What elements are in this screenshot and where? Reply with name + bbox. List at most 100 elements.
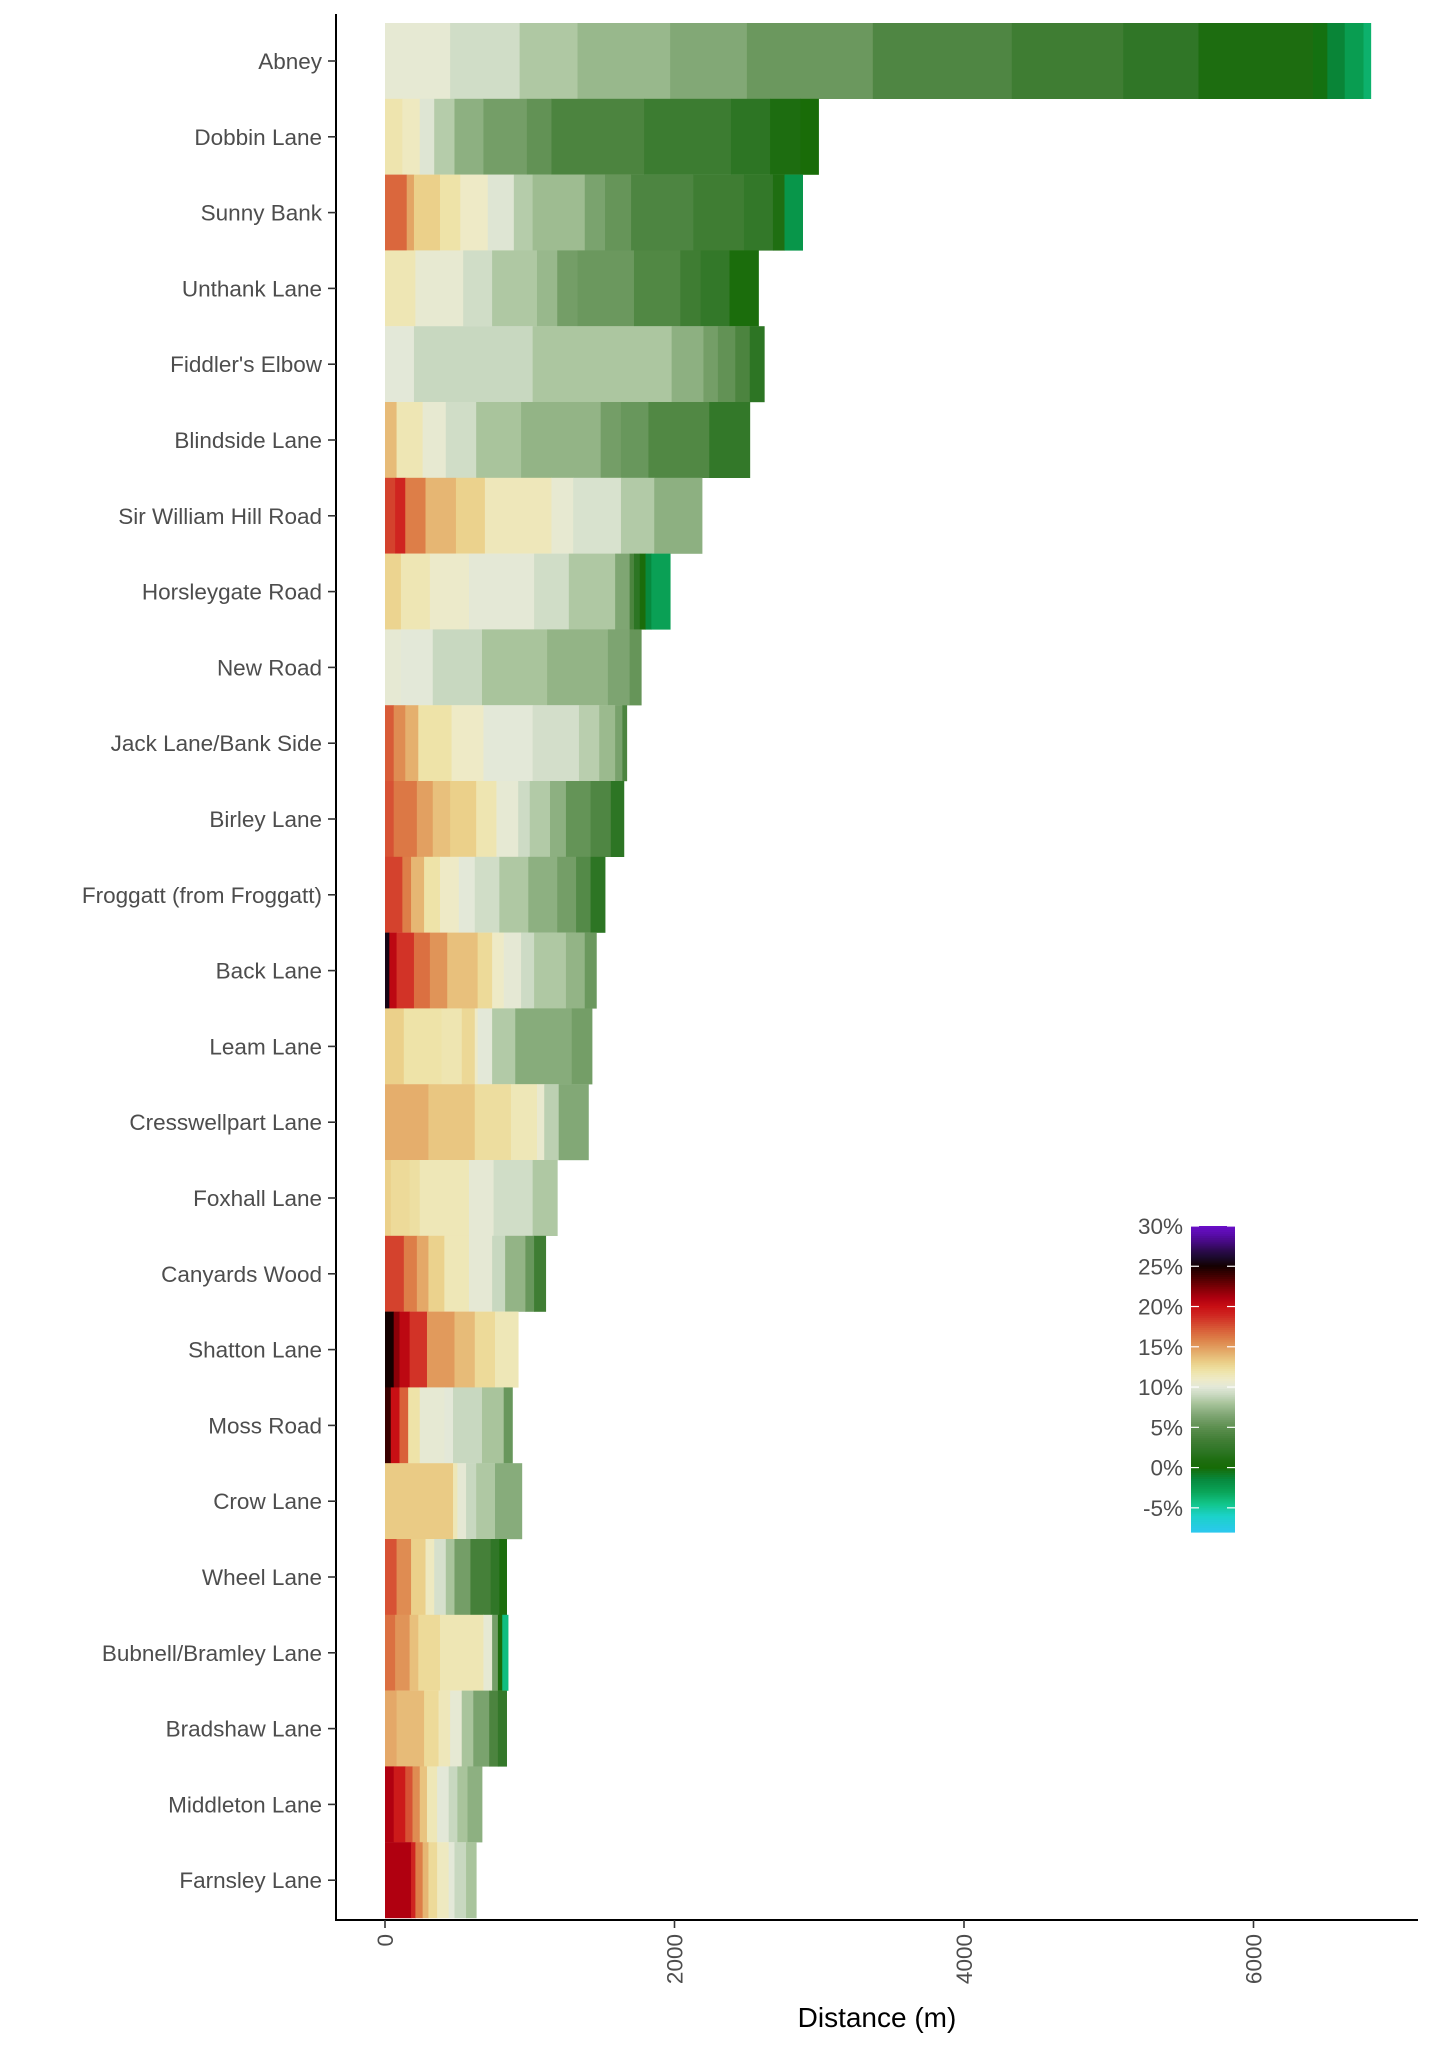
legend-color-band xyxy=(1191,1323,1235,1327)
bar-segment xyxy=(709,402,751,478)
bar-segment xyxy=(440,174,461,251)
legend-color-band xyxy=(1191,1511,1235,1515)
bar-segment xyxy=(393,1311,400,1388)
legend-color-band xyxy=(1191,1360,1235,1364)
bar-back-lane xyxy=(385,932,597,1009)
legend-color-band xyxy=(1191,1368,1235,1372)
legend-color-band xyxy=(1191,1283,1235,1286)
bar-segment xyxy=(558,1084,589,1161)
bar-segment xyxy=(476,1463,496,1540)
legend-color-band xyxy=(1191,1440,1235,1443)
bar-segment xyxy=(408,1387,421,1464)
bar-segment xyxy=(1344,23,1364,99)
legend-color-band xyxy=(1191,1519,1235,1523)
y-tick-label: Unthank Lane xyxy=(182,276,322,301)
legend-color-band xyxy=(1191,1299,1235,1303)
bar-segment xyxy=(654,477,703,554)
bar-segment xyxy=(547,629,609,706)
legend-color-band xyxy=(1191,1513,1235,1517)
legend-color-band xyxy=(1191,1364,1235,1368)
bar-segment xyxy=(648,402,710,478)
bar-segment xyxy=(513,174,534,251)
bar-segment xyxy=(474,1008,479,1085)
bar-segment xyxy=(411,856,425,933)
bar-segment xyxy=(403,1235,418,1312)
bar-segment xyxy=(390,1387,400,1464)
bar-segment xyxy=(605,174,632,251)
legend-color-band xyxy=(1191,1370,1235,1374)
bar-segment xyxy=(385,174,408,251)
bar-segment xyxy=(505,1235,526,1312)
bar-segment xyxy=(419,98,435,175)
bar-segment xyxy=(399,1311,411,1388)
bar-segment xyxy=(451,705,484,782)
bar-sunny-bank xyxy=(385,174,803,251)
legend-color-band xyxy=(1191,1515,1235,1519)
legend-color-band xyxy=(1191,1372,1235,1376)
legend-color-band xyxy=(1191,1230,1235,1233)
legend-color-band xyxy=(1191,1258,1235,1262)
legend-color-band xyxy=(1191,1509,1235,1513)
bar-segment xyxy=(492,1008,516,1085)
legend-color-band xyxy=(1191,1383,1235,1386)
bar-segment xyxy=(385,23,451,99)
legend-tick-label: 10% xyxy=(1138,1375,1183,1400)
bar-segment xyxy=(746,23,874,99)
bar-segment xyxy=(607,629,631,706)
bar-segment xyxy=(1327,23,1346,99)
legend-color-band xyxy=(1191,1395,1235,1398)
bar-segment xyxy=(393,781,418,857)
legend-tick-label: 25% xyxy=(1138,1254,1183,1279)
bar-segment xyxy=(395,1614,411,1691)
bar-segment xyxy=(526,98,552,175)
bar-segment xyxy=(400,629,434,706)
bar-segment xyxy=(534,1235,547,1312)
bar-segment xyxy=(633,553,641,630)
bar-segment xyxy=(497,1690,507,1767)
bar-segment xyxy=(432,629,483,706)
legend-color-band xyxy=(1191,1485,1235,1488)
legend-tick-label: 20% xyxy=(1138,1295,1183,1320)
bar-segment xyxy=(402,856,412,933)
y-tick-label: Leam Lane xyxy=(209,1034,322,1059)
legend-color-band xyxy=(1191,1436,1235,1439)
legend-color-band xyxy=(1191,1250,1235,1254)
bar-segment xyxy=(502,1614,509,1691)
bar-segment xyxy=(615,705,623,782)
legend-color-band xyxy=(1191,1523,1235,1527)
axes-layer: Abney Dobbin Lane Sunny Bank Unthank Lane Fi… xyxy=(82,14,1418,2033)
legend-color-band xyxy=(1191,1350,1235,1354)
y-tick-label: Farnsley Lane xyxy=(179,1868,322,1893)
legend-color-band xyxy=(1191,1468,1235,1472)
bar-cresswellpart-lane xyxy=(385,1084,589,1161)
legend-color-band xyxy=(1191,1507,1235,1511)
bar-segment xyxy=(385,932,390,1009)
bar-segment xyxy=(470,1539,492,1615)
bar-segment xyxy=(584,932,597,1009)
legend-color-band xyxy=(1191,1289,1235,1292)
legend-color-band xyxy=(1191,1403,1235,1407)
bar-segment xyxy=(385,1235,405,1312)
legend-color-band xyxy=(1191,1497,1235,1500)
legend-color-band xyxy=(1191,1460,1235,1464)
bar-segment xyxy=(620,402,649,478)
bar-segment xyxy=(483,98,528,175)
bar-canyards-wood xyxy=(385,1235,547,1312)
bar-segment xyxy=(385,781,395,857)
bar-segment xyxy=(551,477,574,554)
bar-segment xyxy=(466,1842,477,1919)
bar-segment xyxy=(495,1463,523,1540)
bar-segment xyxy=(454,98,484,175)
y-tick-label: Foxhall Lane xyxy=(193,1186,322,1211)
y-tick-label: Birley Lane xyxy=(209,807,322,832)
bar-blindside-lane xyxy=(385,402,751,478)
bar-segment xyxy=(693,174,745,251)
legend-color-band xyxy=(1191,1454,1235,1458)
bar-segment xyxy=(428,1084,476,1161)
bar-sir-william-hill-road xyxy=(385,477,703,554)
legend-color-band xyxy=(1191,1338,1235,1341)
legend-color-band xyxy=(1191,1242,1235,1245)
bar-segment xyxy=(405,1766,413,1843)
bar-segment xyxy=(447,932,479,1009)
bar-segment xyxy=(385,1084,429,1161)
